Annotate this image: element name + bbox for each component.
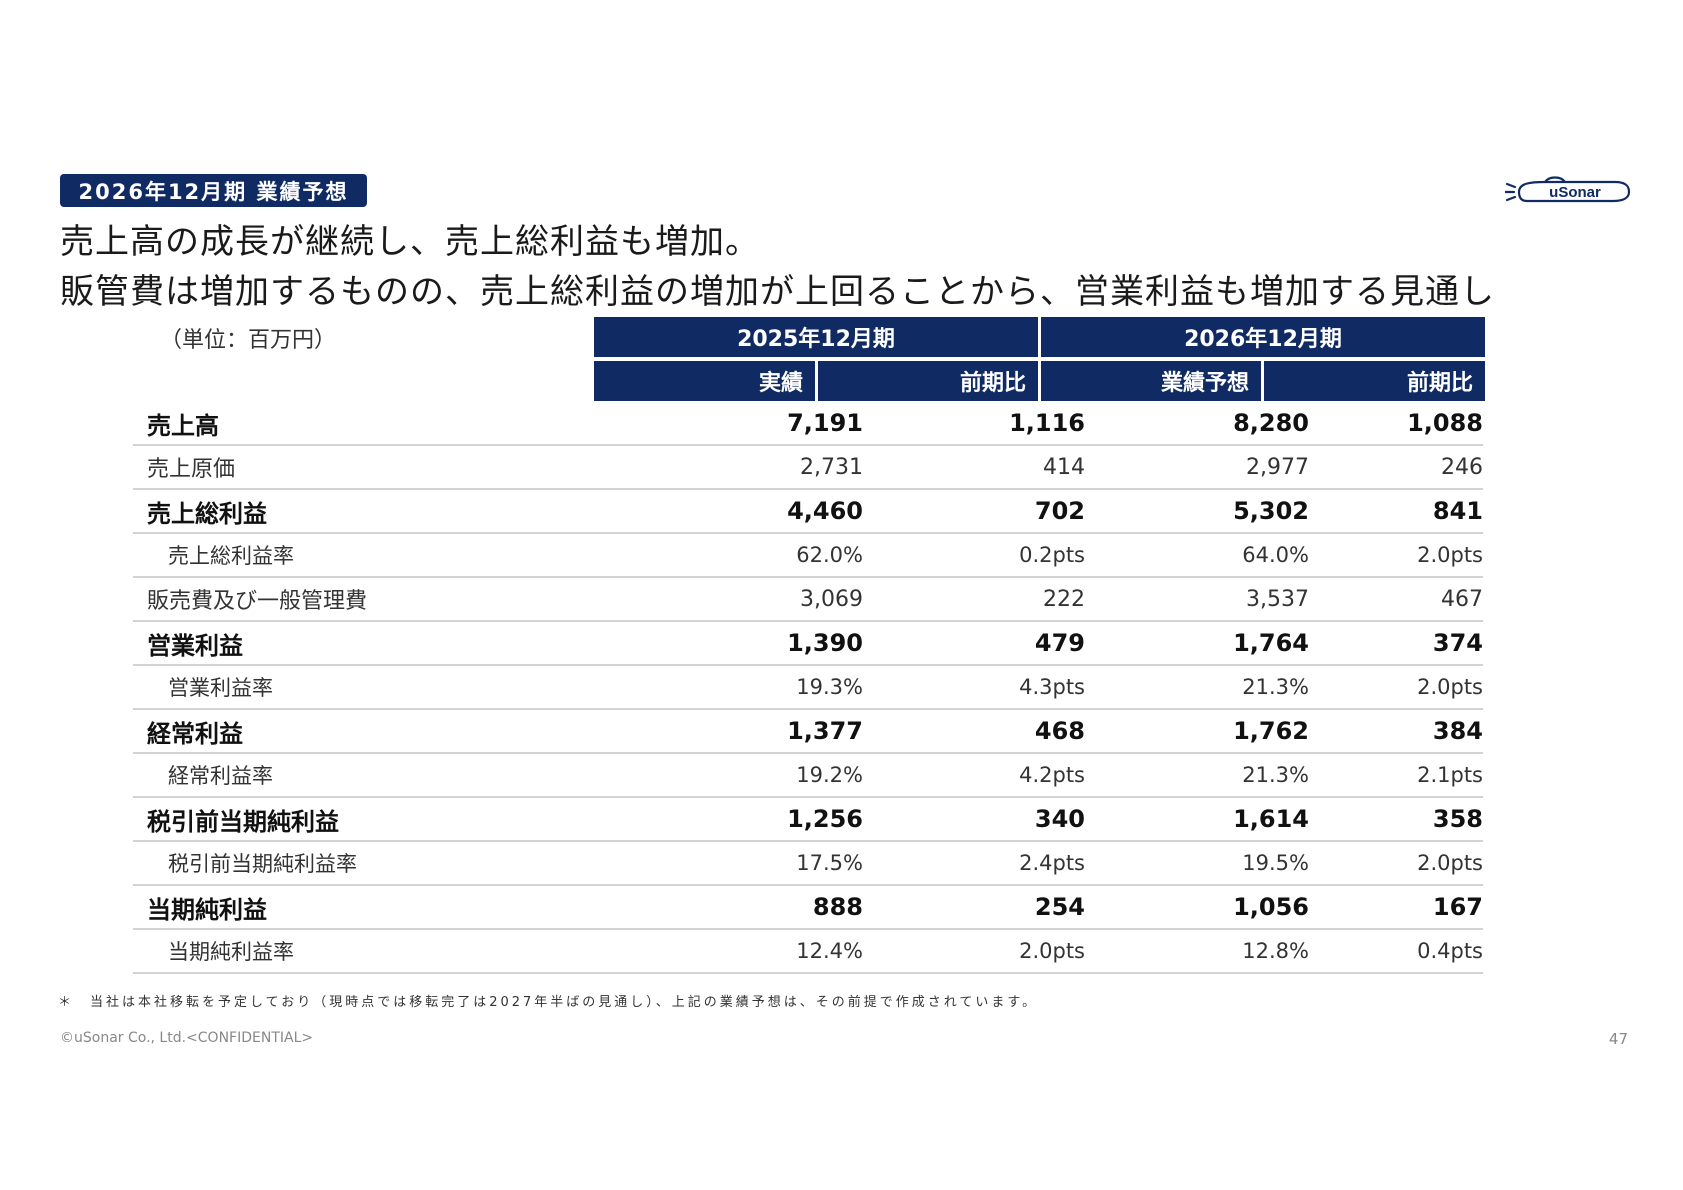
value-cell: 468 <box>1034 717 1085 745</box>
value-cell: 5,302 <box>1233 497 1309 525</box>
row-label: 当期純利益 <box>147 895 267 924</box>
table-row: 営業利益率 19.3% 4.3pts 21.3% 2.0pts <box>133 666 1483 710</box>
value-cell: 702 <box>1034 497 1085 525</box>
value-cell: 2.0pts <box>1417 851 1483 875</box>
value-cell: 479 <box>1034 629 1085 657</box>
sub-header-yoy-2026: 前期比 <box>1264 361 1485 401</box>
table-row: 売上総利益率 62.0% 0.2pts 64.0% 2.0pts <box>133 534 1483 578</box>
table-row: 税引前当期純利益 1,256 340 1,614 358 <box>133 798 1483 842</box>
value-cell: 340 <box>1034 805 1085 833</box>
usonar-logo: uSonar <box>1505 176 1631 203</box>
row-label: 販売費及び一般管理費 <box>147 589 368 614</box>
row-label: 売上総利益率 <box>168 544 294 568</box>
sub-header-forecast: 業績予想 <box>1041 361 1261 401</box>
row-label: 営業利益 <box>147 631 243 660</box>
value-cell: 467 <box>1441 586 1483 612</box>
row-label: 当期純利益率 <box>168 940 294 964</box>
value-cell: 62.0% <box>796 543 863 567</box>
value-cell: 167 <box>1432 893 1483 921</box>
value-cell: 7,191 <box>787 409 863 437</box>
value-cell: 222 <box>1043 586 1085 612</box>
row-label: 売上高 <box>147 411 219 440</box>
row-label: 売上総利益 <box>147 499 267 528</box>
table-row: 経常利益率 19.2% 4.2pts 21.3% 2.1pts <box>133 754 1483 798</box>
value-cell: 19.3% <box>796 675 863 699</box>
value-cell: 21.3% <box>1242 763 1309 787</box>
value-cell: 1,256 <box>787 805 863 833</box>
row-label: 税引前当期純利益 <box>147 807 339 836</box>
row-label: 経常利益 <box>147 719 243 748</box>
value-cell: 2.0pts <box>1019 939 1085 963</box>
table-row: 当期純利益率 12.4% 2.0pts 12.8% 0.4pts <box>133 930 1483 974</box>
table-row: 当期純利益 888 254 1,056 167 <box>133 886 1483 930</box>
table-row: 売上総利益 4,460 702 5,302 841 <box>133 490 1483 534</box>
value-cell: 384 <box>1432 717 1483 745</box>
value-cell: 246 <box>1441 454 1483 480</box>
table-row: 経常利益 1,377 468 1,762 384 <box>133 710 1483 754</box>
value-cell: 0.2pts <box>1019 543 1085 567</box>
period-header-2026: 2026年12月期 <box>1041 317 1485 357</box>
value-cell: 12.8% <box>1242 939 1309 963</box>
value-cell: 1,764 <box>1233 629 1309 657</box>
value-cell: 12.4% <box>796 939 863 963</box>
svg-text:uSonar: uSonar <box>1549 184 1601 201</box>
value-cell: 19.2% <box>796 763 863 787</box>
value-cell: 1,377 <box>787 717 863 745</box>
value-cell: 3,069 <box>800 586 863 612</box>
sub-header-yoy-2025: 前期比 <box>818 361 1038 401</box>
page-number: 47 <box>1608 1030 1628 1048</box>
value-cell: 2.1pts <box>1417 763 1483 787</box>
value-cell: 4.3pts <box>1019 675 1085 699</box>
footnote: ＊ 当社は本社移転を予定しており（現時点では移転完了は2027年半ばの見通し）、… <box>58 995 1039 1010</box>
value-cell: 4,460 <box>787 497 863 525</box>
table-row: 売上高 7,191 1,116 8,280 1,088 <box>133 402 1483 446</box>
value-cell: 254 <box>1034 893 1085 921</box>
value-cell: 358 <box>1432 805 1483 833</box>
period-header-2025: 2025年12月期 <box>594 317 1038 357</box>
value-cell: 21.3% <box>1242 675 1309 699</box>
value-cell: 2,731 <box>800 454 863 480</box>
headline-line-2: 販管費は増加するものの、売上総利益の増加が上回ることから、営業利益も増加する見通… <box>60 272 1495 312</box>
value-cell: 8,280 <box>1233 409 1309 437</box>
headline-line-1: 売上高の成長が継続し、売上総利益も増加。 <box>60 222 760 262</box>
value-cell: 841 <box>1432 497 1483 525</box>
row-label: 売上原価 <box>147 457 236 482</box>
value-cell: 1,116 <box>1009 409 1085 437</box>
value-cell: 2.4pts <box>1019 851 1085 875</box>
copyright: ©uSonar Co., Ltd.<CONFIDENTIAL> <box>60 1030 314 1046</box>
value-cell: 64.0% <box>1242 543 1309 567</box>
table-row: 営業利益 1,390 479 1,764 374 <box>133 622 1483 666</box>
section-badge: 2026年12月期 業績予想 <box>60 174 367 207</box>
value-cell: 414 <box>1043 454 1085 480</box>
value-cell: 19.5% <box>1242 851 1309 875</box>
value-cell: 0.4pts <box>1417 939 1483 963</box>
sub-header-actual: 実績 <box>594 361 815 401</box>
value-cell: 2,977 <box>1246 454 1309 480</box>
unit-label: （単位：百万円） <box>160 328 337 353</box>
value-cell: 4.2pts <box>1019 763 1085 787</box>
value-cell: 3,537 <box>1246 586 1309 612</box>
table-row: 販売費及び一般管理費 3,069 222 3,537 467 <box>133 578 1483 622</box>
value-cell: 1,088 <box>1407 409 1483 437</box>
value-cell: 888 <box>812 893 863 921</box>
value-cell: 17.5% <box>796 851 863 875</box>
value-cell: 1,390 <box>787 629 863 657</box>
value-cell: 1,614 <box>1233 805 1309 833</box>
row-label: 税引前当期純利益率 <box>168 852 357 876</box>
value-cell: 1,762 <box>1233 717 1309 745</box>
row-label: 経常利益率 <box>168 764 273 788</box>
value-cell: 2.0pts <box>1417 675 1483 699</box>
value-cell: 2.0pts <box>1417 543 1483 567</box>
value-cell: 374 <box>1432 629 1483 657</box>
table-row: 税引前当期純利益率 17.5% 2.4pts 19.5% 2.0pts <box>133 842 1483 886</box>
value-cell: 1,056 <box>1233 893 1309 921</box>
row-label: 営業利益率 <box>168 676 273 700</box>
table-row: 売上原価 2,731 414 2,977 246 <box>133 446 1483 490</box>
